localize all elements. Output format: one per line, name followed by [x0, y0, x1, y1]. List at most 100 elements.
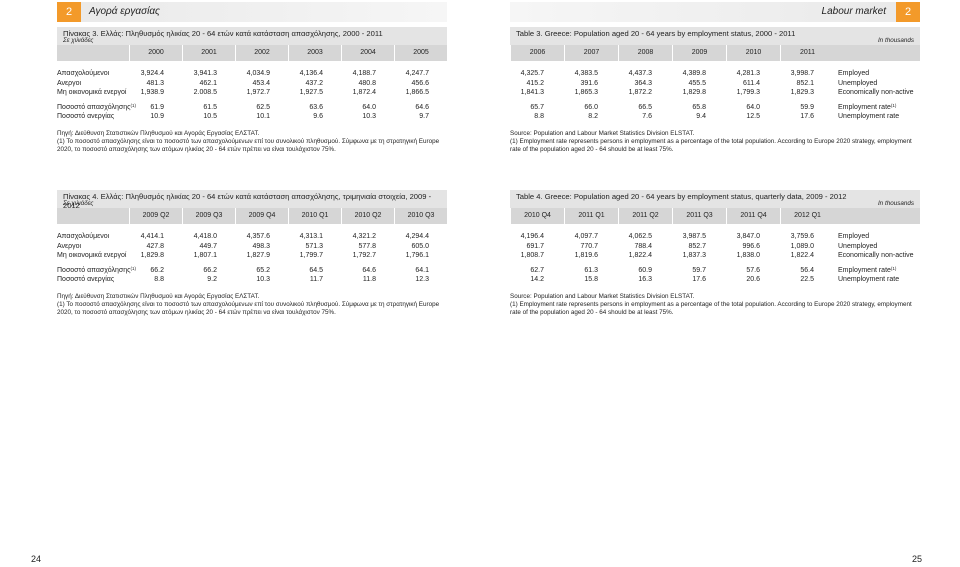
value-cell: 66.0: [584, 103, 598, 111]
row-label: Unemployed: [838, 79, 878, 87]
value-cell: 12.5: [746, 113, 760, 121]
column-header: 2007: [564, 45, 618, 61]
header-row: 2006 2007 2008 2009 2010 2011: [510, 45, 920, 61]
table-row: 415.2 391.6 364.3 455.5 611.4 852.1 Unemployed: [510, 79, 920, 89]
value-cell: 1,799.3: [736, 89, 760, 97]
value-cell: 12.3: [415, 276, 429, 284]
value-cell: 1,799.7: [299, 252, 323, 260]
value-cell: 20.6: [746, 276, 760, 284]
table-row: 62.7 61.3 60.9 59.7 57.6 56.4 Employment rate(…: [510, 266, 920, 276]
footnote-marker: (1): [890, 265, 897, 271]
value-cell: 427.8: [146, 242, 164, 250]
row-label-cell: Employment rate(1): [834, 103, 920, 113]
value-cell: 2.008.5: [193, 89, 217, 97]
value-cell: 3,847.0: [736, 233, 760, 240]
table-row: 1,841.3 1,865.3 1,872.2 1,829.8 1,799.3 1,829…: [510, 88, 920, 98]
value-cell: 456.6: [411, 79, 429, 87]
row-label: Unemployed: [838, 242, 878, 250]
row-label: Employed: [838, 233, 870, 240]
value-cell: 1,927.5: [299, 89, 323, 97]
footnote-marker: (1): [130, 265, 136, 271]
value-cell: 15.8: [584, 276, 598, 284]
source: Source: Population and Labour Market Sta…: [510, 292, 695, 300]
value-cell: 10.1: [256, 113, 270, 121]
row-label-cell: Economically non-active: [834, 88, 920, 98]
column-header: 2000: [129, 45, 182, 61]
section-title: Αγορά εργασίας: [89, 6, 160, 17]
column-header: 2010 Q2: [341, 208, 394, 224]
column-header: 2011 Q1: [564, 208, 618, 224]
column-header: 2011 Q2: [618, 208, 672, 224]
table-row: 65.7 66.0 66.5 65.8 64.0 59.9 Employment rate(…: [510, 103, 920, 113]
row-group: 4,325.7 4,383.5 4,437.3 4,389.8 4,281.3 3,998…: [510, 69, 920, 98]
row-label: Unemployment rate: [838, 276, 900, 284]
value-cell: 1,938.9: [140, 89, 164, 97]
value-cell: 391.6: [580, 79, 598, 87]
value-cell: 4,357.6: [246, 233, 270, 240]
row-group: Απασχολούμενοι 4,414.1 4,418.0 4,357.6 4,313…: [57, 232, 447, 261]
table-unit: Σε χιλιάδες: [63, 37, 94, 44]
value-cell: 64.1: [415, 266, 429, 274]
value-cell: 16.3: [638, 276, 652, 284]
value-cell: 10.5: [203, 113, 217, 121]
row-label-cell: Unemployed: [834, 79, 920, 89]
table-row: Ανεργοι 427.8 449.7 498.3 571.3 577.8 605.0: [57, 242, 447, 252]
value-cell: 4,383.5: [574, 70, 598, 77]
value-cell: 4,097.7: [574, 233, 598, 240]
value-cell: 4,136.4: [299, 70, 323, 77]
value-cell: 66.5: [638, 103, 652, 111]
value-cell: 480.8: [358, 79, 376, 87]
header-blank: [57, 45, 129, 61]
column-header: 2010: [726, 45, 780, 61]
value-cell: 788.4: [634, 242, 652, 250]
row-group: Ποσοστό απασχόλησης(1) 61.9 61.5 62.5 63.6 64…: [57, 103, 447, 122]
value-cell: 1,807.1: [193, 252, 217, 260]
value-cell: 64.0: [362, 103, 376, 111]
value-cell: 4,313.1: [299, 233, 323, 240]
row-label: Economically non-active: [838, 252, 914, 260]
footnote: (1) Το ποσοστό απασχόλησης είναι το ποσο…: [57, 300, 440, 316]
row-label-cell: Unemployed: [834, 242, 920, 252]
value-cell: 8.8: [534, 113, 544, 121]
value-cell: 498.3: [252, 242, 270, 250]
value-cell: 4,418.0: [193, 233, 217, 240]
header-row: 2000 2001 2002 2003 2004 2005: [57, 45, 447, 61]
footnote-marker: (1): [130, 102, 136, 108]
value-cell: 10.9: [150, 113, 164, 121]
table-title: Table 4. Greece: Population aged 20 - 64…: [516, 192, 847, 201]
value-cell: 4,325.7: [520, 70, 544, 77]
table-row: Ποσοστό ανεργίας 10.9 10.5 10.1 9.6 10.3 9.7: [57, 112, 447, 122]
column-header: 2010 Q4: [510, 208, 564, 224]
table-row: Ποσοστό απασχόλησης(1) 61.9 61.5 62.5 63.6 64…: [57, 103, 447, 113]
value-cell: 1,792.7: [352, 252, 376, 260]
value-cell: 1,819.6: [574, 252, 598, 260]
value-cell: 64.5: [309, 266, 323, 274]
table-unit: Σε χιλιάδες: [63, 200, 94, 207]
table-row: Απασχολούμενοι 4,414.1 4,418.0 4,357.6 4,313…: [57, 232, 447, 242]
value-cell: 462.1: [199, 79, 217, 87]
value-cell: 3,998.7: [790, 70, 814, 77]
table: Πίνακας 3. Ελλάς: Πληθυσμός ηλικίας 20 -…: [57, 27, 447, 154]
table-row: 4,196.4 4,097.7 4,062.5 3,987.5 3,847.0 3,759…: [510, 232, 920, 242]
row-label: Απασχολούμενοι: [57, 70, 110, 77]
value-cell: 449.7: [199, 242, 217, 250]
row-label: Ποσοστό απασχόλησης: [57, 103, 131, 111]
value-cell: 3,987.5: [682, 233, 706, 240]
value-cell: 1,822.4: [790, 252, 814, 260]
row-label-cell: Unemployment rate: [834, 275, 920, 285]
table-unit: In thousands: [877, 37, 914, 44]
table-row: Ποσοστό ανεργίας 8.8 9.2 10.3 11.7 11.8 12.3: [57, 275, 447, 285]
row-label: Employment rate: [838, 103, 891, 111]
value-cell: 17.6: [800, 113, 814, 121]
table: Πίνακας 4. Ελλάς: Πληθυσμός ηλικίας 20 -…: [57, 190, 447, 317]
value-cell: 56.4: [800, 266, 814, 274]
table-title-bar: Πίνακας 4. Ελλάς: Πληθυσμός ηλικίας 20 -…: [57, 190, 447, 210]
value-cell: 437.2: [305, 79, 323, 87]
value-cell: 1,796.1: [405, 252, 429, 260]
value-cell: 415.2: [526, 79, 544, 87]
table-row: 4,325.7 4,383.5 4,437.3 4,389.8 4,281.3 3,998…: [510, 69, 920, 79]
column-header: 2009 Q3: [182, 208, 235, 224]
footnote-marker: (1): [890, 102, 897, 108]
page-number: 25: [911, 554, 922, 564]
